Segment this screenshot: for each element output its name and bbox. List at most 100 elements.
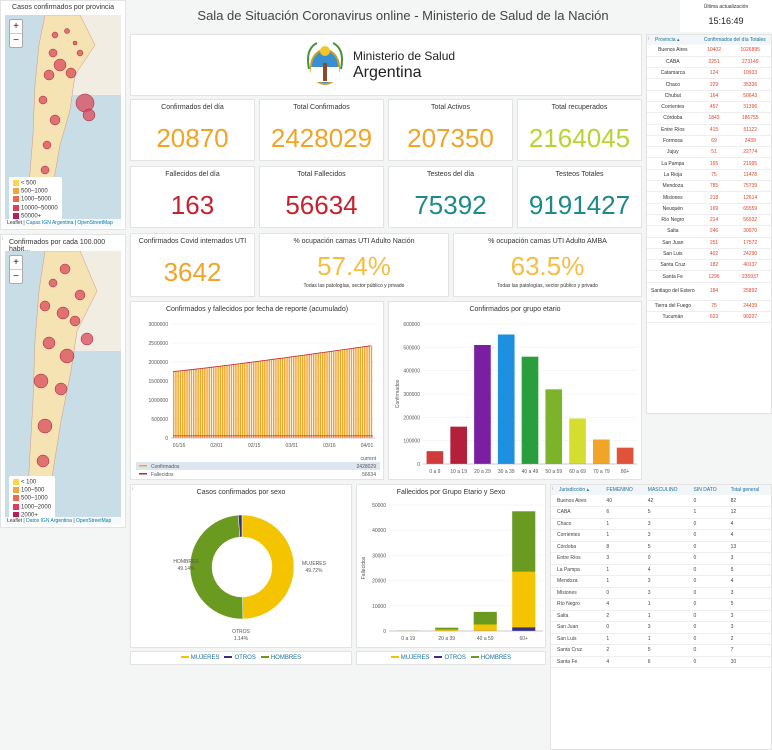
stack-segment-mujeres[interactable] [473, 624, 497, 631]
table-row[interactable]: Santa Fe 4 6 0 10 [551, 656, 771, 668]
age-bar[interactable] [450, 426, 467, 464]
zoom-out-button[interactable]: − [13, 271, 19, 282]
map-confirmados[interactable]: + − < 500 500–1000 1000–5000 10000–50000… [5, 15, 121, 227]
attribution-link[interactable]: Datos IGN Argentina [26, 518, 72, 524]
table-row[interactable]: CABA 6 5 1 12 [551, 506, 771, 519]
table-cell: 4 [726, 575, 771, 588]
panel-menu-icon[interactable]: ⁝ [2, 236, 4, 242]
stack-segment-mujeres[interactable] [512, 571, 536, 628]
table-row[interactable]: Chaco 229 35336 [647, 78, 771, 91]
legend-mujeres[interactable]: MUJERES [390, 655, 429, 661]
column-header[interactable]: SIN DATO [693, 487, 717, 493]
column-header[interactable]: FEMENINO [606, 487, 633, 493]
table-row[interactable]: La Pampa 1 4 0 5 [551, 564, 771, 576]
zoom-in-button[interactable]: + [10, 256, 22, 270]
table-row[interactable]: La Pampa 165 21995 [647, 157, 771, 170]
table-row[interactable]: Salta 246 30970 [647, 225, 771, 238]
table-row[interactable]: San Juan 0 3 0 3 [551, 621, 771, 634]
table-row[interactable]: Catamarca 124 10933 [647, 67, 771, 80]
kpi-value: 75392 [414, 190, 487, 220]
column-header[interactable]: Total general [730, 487, 760, 493]
pie-slice-hombres[interactable] [189, 514, 244, 620]
map-per-100k[interactable]: + − < 100 100–500 500–1000 1000–2000 200… [5, 251, 121, 525]
column-header-totales[interactable]: Confirmados del día Totales [703, 37, 766, 43]
kpi-value: 2428029 [270, 123, 373, 153]
age-bar[interactable] [569, 418, 586, 465]
table-row[interactable]: Río Negro 214 56932 [647, 214, 771, 227]
column-header[interactable]: Jurisdicción ▴ [559, 487, 590, 493]
panel-menu-icon[interactable]: ⁝ [552, 486, 554, 492]
table-row[interactable]: Santa Cruz 182 40137 [647, 259, 771, 272]
table-row[interactable]: Mendoza 785 75739 [647, 180, 771, 193]
age-bar[interactable] [545, 389, 563, 464]
province-name-cell: Chaco [647, 78, 699, 91]
table-row[interactable]: CABA 2251 273149 [647, 56, 771, 69]
province-name-cell: Entre Ríos [647, 124, 699, 136]
table-row[interactable]: Tucumán 623 90227 [647, 311, 771, 324]
column-header-provincia[interactable]: Provincia ▴ [655, 37, 680, 43]
legend-otros[interactable]: OTROS [434, 655, 466, 661]
table-row[interactable]: La Rioja 75 11478 [647, 169, 771, 182]
pie-slice-mujeres[interactable] [241, 514, 295, 620]
stack-segment-hombres[interactable] [512, 511, 536, 572]
table-row[interactable]: Córdoba 1843 186755 [647, 112, 771, 125]
table-row[interactable]: San Luis 402 24290 [647, 248, 771, 261]
confirmados-bar [173, 371, 175, 438]
age-bar[interactable] [616, 447, 634, 464]
column-header[interactable]: MASCULINO [647, 487, 678, 493]
age-bar-chart: 0 100000 200000 300000 400000 500000 600000 Con… [395, 322, 637, 475]
table-row[interactable]: Córdoba 8 5 0 13 [551, 541, 771, 553]
stack-segment-hombres[interactable] [435, 627, 459, 630]
table-row[interactable]: Entre Ríos 3 0 0 3 [551, 552, 771, 565]
stack-segment-otros[interactable] [512, 627, 536, 631]
pie-slice-otros[interactable] [238, 514, 243, 538]
stack-segment-hombres[interactable] [473, 611, 497, 625]
table-row[interactable]: Neuquén 169 65559 [647, 203, 771, 215]
table-row[interactable]: Chaco 1 3 0 4 [551, 518, 771, 530]
deaths-chart-panel: Fallecidos por Grupo Etario y Sexo 0 1000… [356, 484, 546, 648]
panel-menu-icon[interactable]: ⁝ [648, 36, 650, 42]
attribution-osm-link[interactable]: OpenStreetMap [77, 220, 113, 226]
age-bar[interactable] [426, 451, 444, 464]
age-bar[interactable] [521, 356, 539, 464]
table-row[interactable]: Mendoza 1 3 0 4 [551, 575, 771, 588]
legend-hombres[interactable]: HOMBRES [260, 655, 301, 661]
y-tick-label: 0 [165, 436, 168, 442]
table-row[interactable]: Entre Ríos 415 51122 [647, 124, 771, 136]
table-row[interactable]: Corrientes 457 31396 [647, 101, 771, 114]
panel-menu-icon[interactable]: ⁝ [132, 486, 134, 492]
legend-otros[interactable]: OTROS [224, 655, 256, 661]
table-row[interactable]: Santa Cruz 2 5 0 7 [551, 644, 771, 657]
table-row[interactable]: Corrientes 1 3 0 4 [551, 529, 771, 542]
legend-hombres[interactable]: HOMBRES [470, 655, 511, 661]
table-cell: 6 [602, 506, 644, 519]
daily-cell: 1296 [698, 270, 730, 283]
table-row[interactable]: Jujuy 51 22774 [647, 146, 771, 159]
uti-note: Todas las patologías, sector público y p… [497, 283, 598, 289]
table-row[interactable]: Buenos Aires 10402 1026895 [647, 45, 771, 57]
table-row[interactable]: Buenos Aires 40 42 0 82 [551, 495, 771, 507]
attribution-link[interactable]: Capas IGN Argentina [26, 220, 74, 226]
total-cell: 1026895 [729, 45, 771, 57]
table-row[interactable]: Formosa 69 2439 [647, 135, 771, 148]
table-row[interactable]: Misiones 218 12614 [647, 191, 771, 204]
legend-mujeres[interactable]: MUJERES [180, 655, 219, 661]
zoom-out-button[interactable]: − [13, 35, 19, 46]
table-row[interactable]: Río Negro 4 1 0 5 [551, 598, 771, 611]
table-row[interactable]: Santa Fe 1296 235937 [647, 270, 771, 283]
table-row[interactable]: Santiago del Estero 184 25892 [647, 282, 771, 301]
table-row[interactable]: San Juan 251 17572 [647, 237, 771, 249]
table-row[interactable]: Tierra del Fuego 75 24439 [647, 300, 771, 313]
table-row[interactable]: Misiones 0 3 0 3 [551, 587, 771, 599]
table-row[interactable]: San Luis 1 1 0 2 [551, 633, 771, 645]
zoom-in-button[interactable]: + [10, 20, 22, 34]
table-row[interactable]: Chubut 164 50643 [647, 90, 771, 102]
table-row[interactable]: Salta 2 1 0 3 [551, 610, 771, 622]
age-bar[interactable] [593, 439, 610, 465]
zoom-control: + − [9, 255, 23, 284]
age-bar[interactable] [497, 334, 515, 465]
attribution-osm-link[interactable]: OpenStreetMap [76, 518, 112, 524]
daily-cell: 164 [698, 90, 730, 102]
age-bar[interactable] [474, 345, 491, 464]
stack-segment-mujeres[interactable] [435, 629, 459, 631]
